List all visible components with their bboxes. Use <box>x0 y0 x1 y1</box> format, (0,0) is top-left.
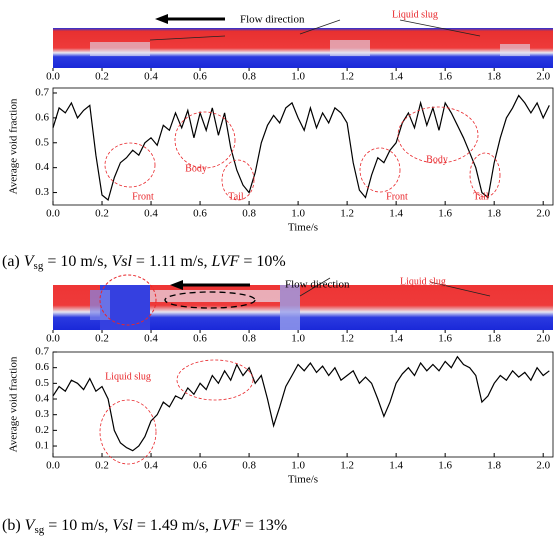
strip-tick-label: 2.0 <box>536 71 550 83</box>
x-tick-label: 1.8 <box>487 460 501 472</box>
highlight-ellipse <box>100 400 156 464</box>
caption: (b) Vsg = 10 m/s, Vsl = 1.49 m/s, LVF = … <box>2 517 287 536</box>
caption-part: LVF <box>212 517 241 534</box>
strip-tick-label: 1.6 <box>438 333 452 345</box>
caption-part: = 10 m/s, <box>44 517 112 534</box>
x-tick-label: 0.0 <box>46 460 60 472</box>
x-tick-label: 0.2 <box>95 460 109 472</box>
y-tick-label: 0.2 <box>35 424 49 436</box>
y-tick-label: 0.5 <box>35 136 49 148</box>
x-tick-label: 2.0 <box>536 460 550 472</box>
strip-annotation: Flow direction <box>285 279 350 291</box>
annotation: Front <box>132 191 154 202</box>
x-tick-label: 1.0 <box>291 208 305 220</box>
strip-tick-label: 0.8 <box>242 71 256 83</box>
x-tick-label: 0.2 <box>95 208 109 220</box>
strip-tick-label: 1.2 <box>340 71 354 83</box>
y-tick-label: 0.7 <box>35 346 49 358</box>
strip-tick-label: 1.8 <box>487 333 501 345</box>
x-tick-label: 1.0 <box>291 460 305 472</box>
x-tick-label: 0.6 <box>193 460 207 472</box>
caption-part: sg <box>34 260 44 272</box>
x-tick-label: 1.4 <box>389 208 403 220</box>
x-tick-label: 1.6 <box>438 460 452 472</box>
annotation: Body <box>185 163 207 174</box>
x-axis-label: Time/s <box>288 222 318 234</box>
strip-tick-label: 1.8 <box>487 71 501 83</box>
strip-tick-label: 0.2 <box>95 333 109 345</box>
caption-part: = 1.11 m/s, <box>132 253 212 270</box>
plot-frame <box>53 352 553 457</box>
annotation: Liquid slug <box>105 371 151 382</box>
x-tick-label: 2.0 <box>536 208 550 220</box>
highlight-ellipse <box>105 143 155 187</box>
figure: 0.0 0.0 0.2 0.2 0.4 0.4 0.6 0.6 0.8 0.8 1.0 1.0 1.2 1… <box>0 0 558 543</box>
caption-part: = 13% <box>241 517 287 534</box>
caption-part: LVF <box>210 253 239 270</box>
strip-annotation: Liquid slug <box>400 276 446 287</box>
x-tick-label: 0.8 <box>242 208 256 220</box>
x-tick-label: 0.0 <box>46 208 60 220</box>
strip-tick-label: 2.0 <box>536 333 550 345</box>
y-axis-label: Average void fraction <box>8 356 20 452</box>
annotation: Tail <box>228 191 244 202</box>
plot-frame <box>53 88 553 205</box>
x-axis-label: Time/s <box>288 474 318 486</box>
x-tick-label: 1.6 <box>438 208 452 220</box>
strip-tick-label: 0.8 <box>242 333 256 345</box>
x-tick-label: 0.4 <box>144 460 158 472</box>
caption-part: Vsl <box>111 253 132 270</box>
y-tick-label: 0.6 <box>35 361 49 373</box>
annotation: Body <box>426 154 448 165</box>
y-tick-label: 0.3 <box>35 186 49 198</box>
strip-tick-label: 0.0 <box>46 333 60 345</box>
strip-tick-label: 1.2 <box>340 333 354 345</box>
y-tick-label: 0.4 <box>35 393 49 405</box>
y-tick-label: 0.5 <box>35 377 49 389</box>
y-tick-label: 0.7 <box>35 87 49 99</box>
x-tick-label: 1.2 <box>340 460 354 472</box>
strip-tick-label: 0.6 <box>193 71 207 83</box>
strip-annotation: Flow direction <box>240 14 305 26</box>
x-tick-label: 0.4 <box>144 208 158 220</box>
highlight-ellipse <box>177 360 253 400</box>
x-tick-label: 1.8 <box>487 208 501 220</box>
y-axis-label: Average void fraction <box>8 98 20 194</box>
strip-tick-label: 1.0 <box>291 71 305 83</box>
annotation: Front <box>386 191 408 202</box>
y-tick-label: 0.1 <box>35 440 49 452</box>
caption-part: (a) <box>2 253 24 270</box>
caption-part: (b) <box>2 517 25 534</box>
highlight-ellipse <box>360 148 400 192</box>
caption: (a) Vsg = 10 m/s, Vsl = 1.11 m/s, LVF = … <box>2 253 286 272</box>
strip-tick-label: 1.4 <box>389 71 403 83</box>
y-tick-label: 0.6 <box>35 111 49 123</box>
strip-tick-label: 1.4 <box>389 333 403 345</box>
y-tick-label: 0.4 <box>35 161 49 173</box>
data-line <box>53 96 549 201</box>
x-tick-label: 0.8 <box>242 460 256 472</box>
caption-part: = 10% <box>239 253 285 270</box>
strip-tick-label: 1.0 <box>291 333 305 345</box>
x-tick-label: 1.2 <box>340 208 354 220</box>
strip-tick-label: 0.0 <box>46 71 60 83</box>
annotation: Tail <box>473 191 489 202</box>
strip-tick-label: 0.4 <box>144 71 158 83</box>
caption-part: = 10 m/s, <box>43 253 111 270</box>
y-tick-label: 0.3 <box>35 408 49 420</box>
caption-part: Vsl <box>112 517 133 534</box>
caption-part: sg <box>34 524 44 536</box>
x-tick-label: 1.4 <box>389 460 403 472</box>
caption-part: = 1.49 m/s, <box>133 517 213 534</box>
strip-annotation: Liquid slug <box>392 9 438 20</box>
x-tick-label: 0.6 <box>193 208 207 220</box>
strip-tick-label: 1.6 <box>438 71 452 83</box>
strip-tick-label: 0.4 <box>144 333 158 345</box>
strip-tick-label: 0.2 <box>95 71 109 83</box>
strip-tick-label: 0.6 <box>193 333 207 345</box>
